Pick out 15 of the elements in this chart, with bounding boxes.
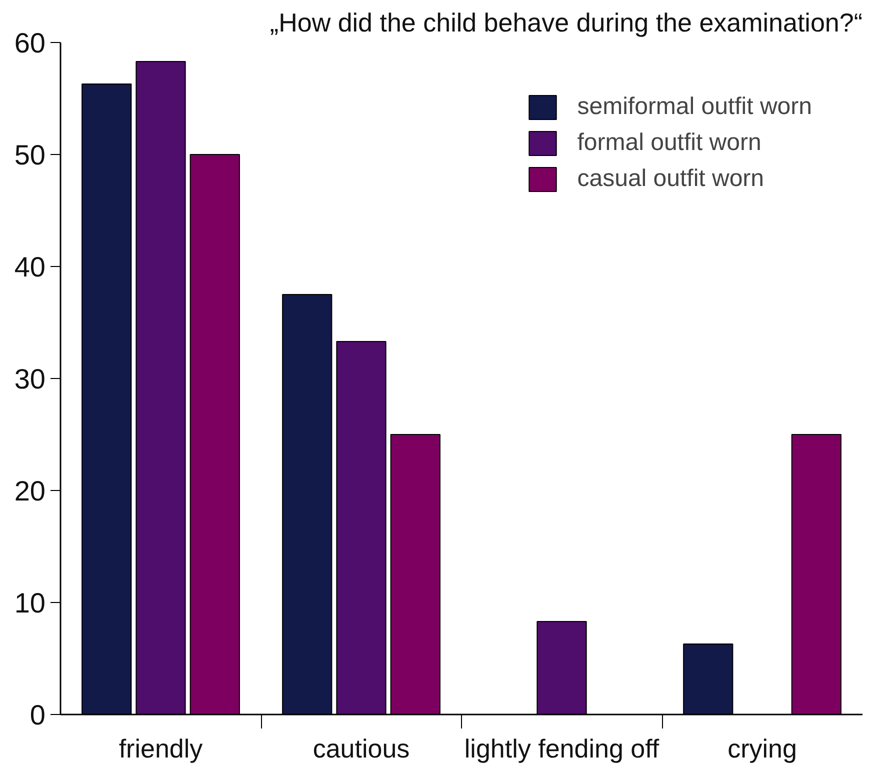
legend-label: formal outfit worn xyxy=(577,129,762,157)
legend-label: casual outfit worn xyxy=(577,165,764,193)
x-tick-label: lightly fending off xyxy=(464,734,660,764)
y-tick-label: 40 xyxy=(14,252,46,282)
y-tick-label: 50 xyxy=(14,140,46,170)
x-tick-label: friendly xyxy=(118,734,203,764)
y-tick-label: 0 xyxy=(30,700,46,730)
y-tick-label: 60 xyxy=(14,28,46,58)
chart-title: „How did the child behave during the examination?“ xyxy=(270,8,863,38)
x-tick-label: cautious xyxy=(312,734,410,764)
y-tick-label: 10 xyxy=(14,588,46,618)
x-tick-label: crying xyxy=(728,734,797,764)
y-tick-label: 30 xyxy=(14,364,46,394)
y-tick-label: 20 xyxy=(14,476,46,506)
legend-label: semiformal outfit worn xyxy=(577,93,812,121)
